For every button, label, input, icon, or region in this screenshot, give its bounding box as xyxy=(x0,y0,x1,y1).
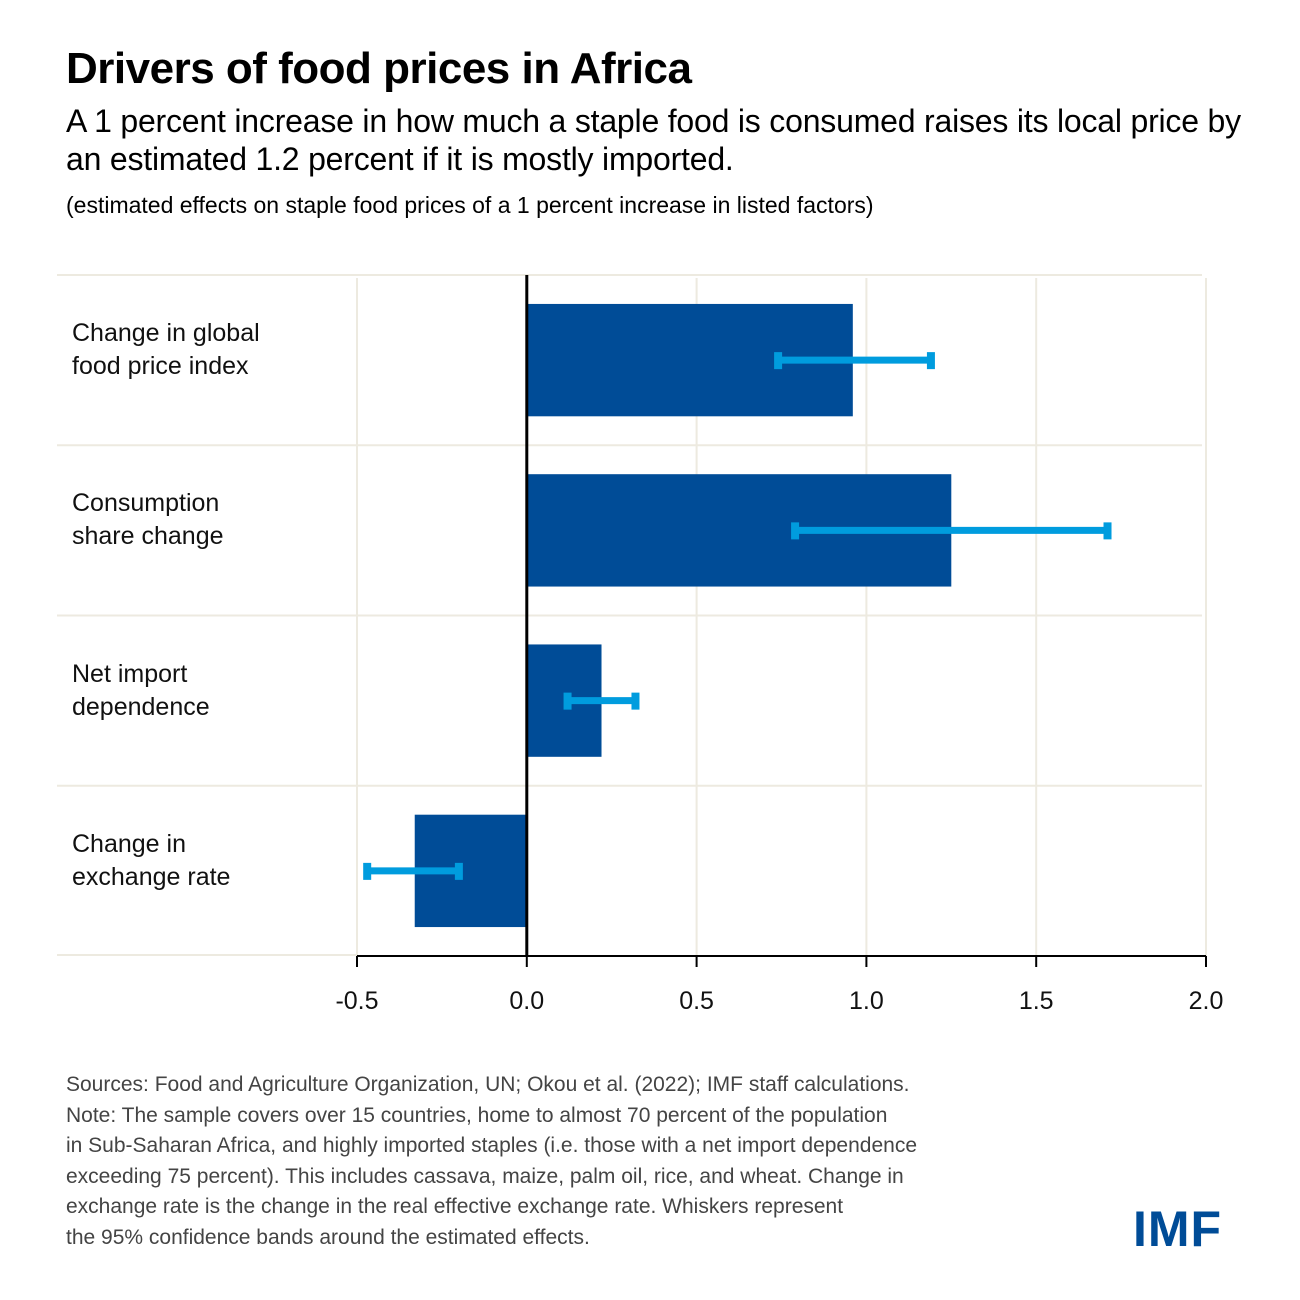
imf-logo: IMF xyxy=(1133,1201,1223,1257)
whisker-cap-upper xyxy=(631,692,640,710)
category-label-line: Consumption xyxy=(72,489,220,518)
category-label-line: Change in global xyxy=(72,319,260,348)
chart-footer: Sources: Food and Agriculture Organizati… xyxy=(66,1070,1176,1253)
x-tick-label: 1.0 xyxy=(849,987,884,1015)
category-label: Change in global food price index xyxy=(72,317,332,383)
whisker-cap-lower xyxy=(774,352,783,370)
whisker-cap-lower xyxy=(363,862,372,880)
category-label: Change in exchange rate xyxy=(72,828,332,894)
category-label: Net import dependence xyxy=(72,658,332,724)
whisker-cap-upper xyxy=(454,862,463,880)
sources-text: Sources: Food and Agriculture Organizati… xyxy=(66,1073,910,1096)
note-text: Note: The sample covers over 15 countrie… xyxy=(66,1103,918,1249)
chart-subtitle: A 1 percent increase in how much a stapl… xyxy=(66,103,1241,177)
whisker-cap-upper xyxy=(926,352,935,370)
x-tick-label: -0.5 xyxy=(335,987,378,1015)
whisker-cap-lower xyxy=(563,692,572,710)
category-label-line: food price index xyxy=(72,352,249,381)
category-label-line: dependence xyxy=(72,692,210,721)
x-tick-label: 1.5 xyxy=(1019,987,1054,1015)
category-label-line: Change in xyxy=(72,829,186,858)
category-label-line: Net import xyxy=(72,659,188,688)
category-label: Consumption share change xyxy=(72,487,332,553)
whisker-cap-lower xyxy=(791,522,800,540)
x-tick-label: 2.0 xyxy=(1189,987,1224,1015)
units-note: (estimated effects on staple food prices… xyxy=(66,192,874,218)
chart-title: Drivers of food prices in Africa xyxy=(66,44,692,93)
bar-chart: -0.5 0.0 0.5 1.0 1.5 2.0 xyxy=(57,274,1224,1015)
category-label-line: share change xyxy=(72,522,224,551)
category-label-line: exchange rate xyxy=(72,862,231,891)
whisker-cap-upper xyxy=(1103,522,1112,540)
x-tick-label: 0.0 xyxy=(509,987,544,1015)
x-tick-label: 0.5 xyxy=(679,987,714,1015)
